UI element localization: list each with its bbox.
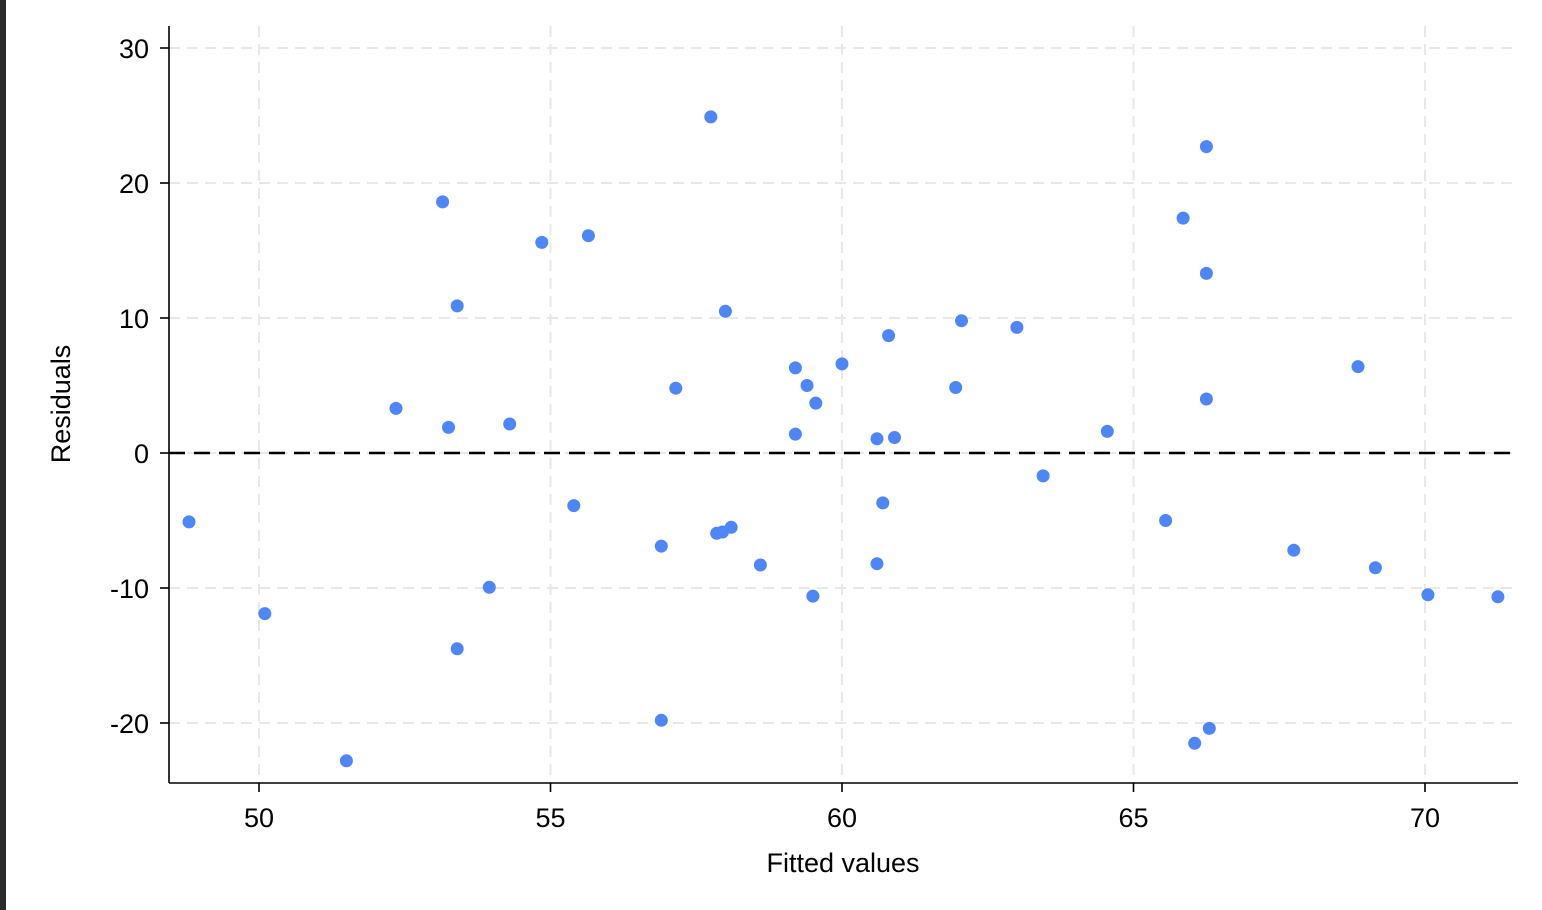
- data-point-13: [581, 229, 595, 243]
- data-point-15: [654, 713, 668, 727]
- data-point-35: [955, 314, 968, 328]
- x-tick-label-55: 55: [535, 803, 565, 833]
- data-point-9: [482, 580, 496, 594]
- axes: [160, 26, 1518, 792]
- data-point-33: [888, 431, 901, 444]
- x-tick-labels: 50 55 60 65 70: [244, 803, 1440, 833]
- y-tick-label-30: 30: [119, 34, 149, 64]
- data-point-32: [882, 329, 896, 343]
- data-point-6: [442, 420, 455, 434]
- data-point-29: [870, 432, 884, 446]
- data-point-12: [567, 499, 581, 513]
- data-point-20: [718, 304, 732, 318]
- data-point-34: [949, 381, 963, 394]
- window-left-edge: [0, 0, 6, 910]
- data-point-7: [450, 299, 464, 313]
- data-point-49: [1421, 588, 1435, 602]
- data-point-30: [870, 557, 884, 571]
- data-point-39: [1159, 514, 1173, 527]
- data-point-36: [1010, 320, 1024, 334]
- data-point-50: [1491, 590, 1505, 604]
- data-point-24: [788, 427, 802, 441]
- y-tick-label-10: 10: [119, 304, 149, 334]
- data-point-22: [753, 558, 767, 572]
- x-axis-title: Fitted values: [766, 848, 919, 878]
- y-axis-title: Residuals: [46, 345, 76, 464]
- y-tick-label-0: 0: [134, 439, 149, 469]
- data-point-44: [1199, 392, 1213, 406]
- data-point-3: [339, 754, 353, 768]
- x-tick-label-70: 70: [1410, 803, 1440, 833]
- data-point-8: [450, 642, 464, 656]
- data-points: [182, 110, 1505, 768]
- y-tick-label--20: -20: [110, 709, 149, 739]
- data-point-25: [800, 379, 814, 392]
- data-point-10: [503, 417, 517, 431]
- data-point-14: [654, 539, 668, 553]
- data-point-21: [724, 520, 738, 534]
- data-point-47: [1351, 360, 1365, 374]
- data-point-37: [1036, 469, 1050, 483]
- grid-lines: [169, 26, 1518, 783]
- data-point-2: [258, 607, 272, 621]
- data-point-16: [669, 381, 683, 395]
- data-point-4: [389, 401, 403, 415]
- data-point-28: [835, 357, 849, 371]
- data-point-27: [809, 396, 823, 410]
- data-point-1: [182, 515, 196, 529]
- y-tick-label-20: 20: [119, 169, 149, 199]
- data-point-41: [1188, 736, 1202, 750]
- x-tick-label-65: 65: [1118, 803, 1148, 833]
- data-point-40: [1176, 211, 1190, 225]
- data-point-31: [876, 496, 890, 510]
- data-point-5: [436, 195, 450, 209]
- y-tick-label--10: -10: [110, 574, 149, 604]
- y-tick-labels: -20 -10 0 10 20 30: [110, 34, 149, 739]
- data-point-48: [1368, 561, 1382, 575]
- data-point-45: [1202, 721, 1216, 735]
- data-point-46: [1287, 543, 1301, 557]
- x-tick-label-50: 50: [244, 803, 274, 833]
- data-point-17: [704, 110, 718, 124]
- data-point-11: [535, 235, 549, 249]
- data-point-43: [1199, 266, 1213, 280]
- data-point-26: [806, 589, 820, 603]
- data-point-42: [1199, 140, 1213, 154]
- data-point-38: [1100, 424, 1114, 438]
- data-point-23: [788, 361, 802, 375]
- x-tick-label-60: 60: [827, 803, 857, 833]
